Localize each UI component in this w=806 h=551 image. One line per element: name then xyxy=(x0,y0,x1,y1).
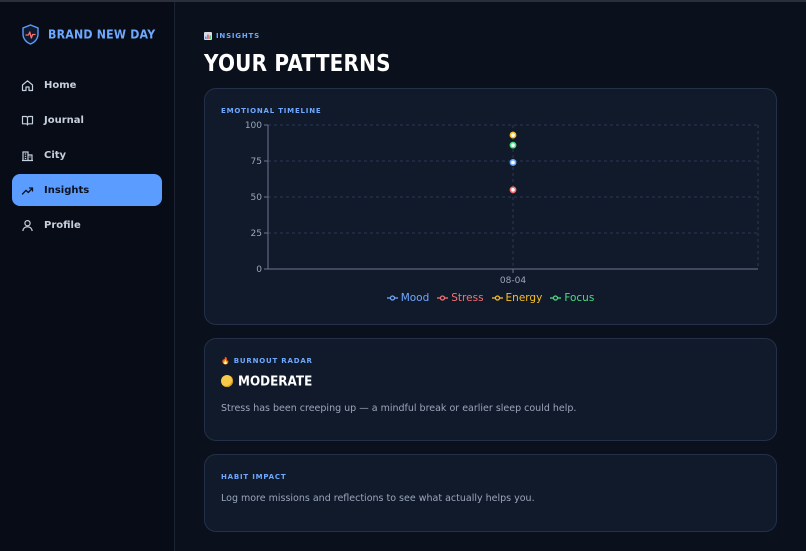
user-icon xyxy=(21,219,34,232)
burnout-level-text: MODERATE xyxy=(238,373,313,389)
kicker-label: INSIGHTS xyxy=(216,32,260,40)
timeline-chart: 0 25 50 75 100 08-04 xyxy=(245,121,759,286)
y-tick-label: 100 xyxy=(245,121,262,131)
sidebar: BRAND NEW DAY Home Journal City xyxy=(0,2,175,551)
legend-marker-icon xyxy=(386,295,398,301)
x-tick-label: 08-04 xyxy=(500,276,526,286)
bar-chart-icon xyxy=(204,32,212,40)
legend-marker-icon xyxy=(550,295,562,301)
sidebar-item-label: City xyxy=(44,149,67,161)
data-point-focus xyxy=(509,141,517,149)
y-tick-label: 75 xyxy=(251,157,262,167)
habit-message: Log more missions and reflections to see… xyxy=(221,493,535,504)
section-kicker: INSIGHTS xyxy=(204,32,260,40)
sidebar-item-journal[interactable]: Journal xyxy=(12,104,162,136)
fire-icon: 🔥 xyxy=(221,357,231,365)
emotional-timeline-card: EMOTIONAL TIMELINE 0 25 50 75 100 08-04 Mood S… xyxy=(204,88,777,325)
legend-label: Focus xyxy=(564,292,595,304)
legend-marker-icon xyxy=(437,295,449,301)
legend-item-focus[interactable]: Focus xyxy=(550,292,594,304)
sidebar-item-label: Home xyxy=(44,79,77,91)
main-content: INSIGHTS YOUR PATTERNS EMOTIONAL TIMELIN… xyxy=(175,2,806,551)
data-point-stress xyxy=(509,186,517,194)
card-label: HABIT IMPACT xyxy=(221,473,287,481)
legend-marker-icon xyxy=(491,295,503,301)
legend-item-energy[interactable]: Energy xyxy=(491,292,543,304)
sidebar-item-home[interactable]: Home xyxy=(12,69,162,101)
burnout-level: MODERATE xyxy=(221,373,313,389)
card-label-row: 🔥 BURNOUT RADAR xyxy=(221,357,313,365)
y-tick-label: 50 xyxy=(251,193,263,203)
brand[interactable]: BRAND NEW DAY xyxy=(21,24,155,45)
y-tick-label: 0 xyxy=(256,265,262,275)
data-point-energy xyxy=(509,131,517,139)
data-point-mood xyxy=(509,159,517,166)
legend-label: Mood xyxy=(400,292,430,304)
sidebar-item-label: Insights xyxy=(44,184,90,196)
habit-impact-card: HABIT IMPACT Log more missions and refle… xyxy=(204,454,777,532)
building-icon xyxy=(21,149,34,162)
sidebar-item-profile[interactable]: Profile xyxy=(12,209,162,241)
page-title: YOUR PATTERNS xyxy=(204,49,391,77)
sidebar-item-label: Profile xyxy=(44,219,81,231)
sidebar-nav: Home Journal City Insights xyxy=(12,69,162,244)
card-label: BURNOUT RADAR xyxy=(233,357,313,365)
card-label: EMOTIONAL TIMELINE xyxy=(221,107,322,115)
sidebar-item-insights[interactable]: Insights xyxy=(12,174,162,206)
yellow-circle-icon xyxy=(221,375,233,387)
legend-label: Stress xyxy=(451,292,484,304)
burnout-message: Stress has been creeping up — a mindful … xyxy=(221,403,577,414)
legend-item-mood[interactable]: Mood xyxy=(386,292,430,304)
sidebar-item-city[interactable]: City xyxy=(12,139,162,171)
y-tick-label: 25 xyxy=(251,229,262,239)
legend-label: Energy xyxy=(505,292,543,304)
chart-legend: Mood Stress Energy Focus xyxy=(205,292,776,304)
book-icon xyxy=(21,114,34,127)
burnout-radar-card: 🔥 BURNOUT RADAR MODERATE Stress has been… xyxy=(204,338,777,441)
home-icon xyxy=(21,79,34,92)
shield-logo-icon xyxy=(21,24,40,45)
brand-name: BRAND NEW DAY xyxy=(48,27,156,42)
trending-up-icon xyxy=(21,184,34,197)
legend-item-stress[interactable]: Stress xyxy=(437,292,484,304)
sidebar-item-label: Journal xyxy=(44,114,84,126)
